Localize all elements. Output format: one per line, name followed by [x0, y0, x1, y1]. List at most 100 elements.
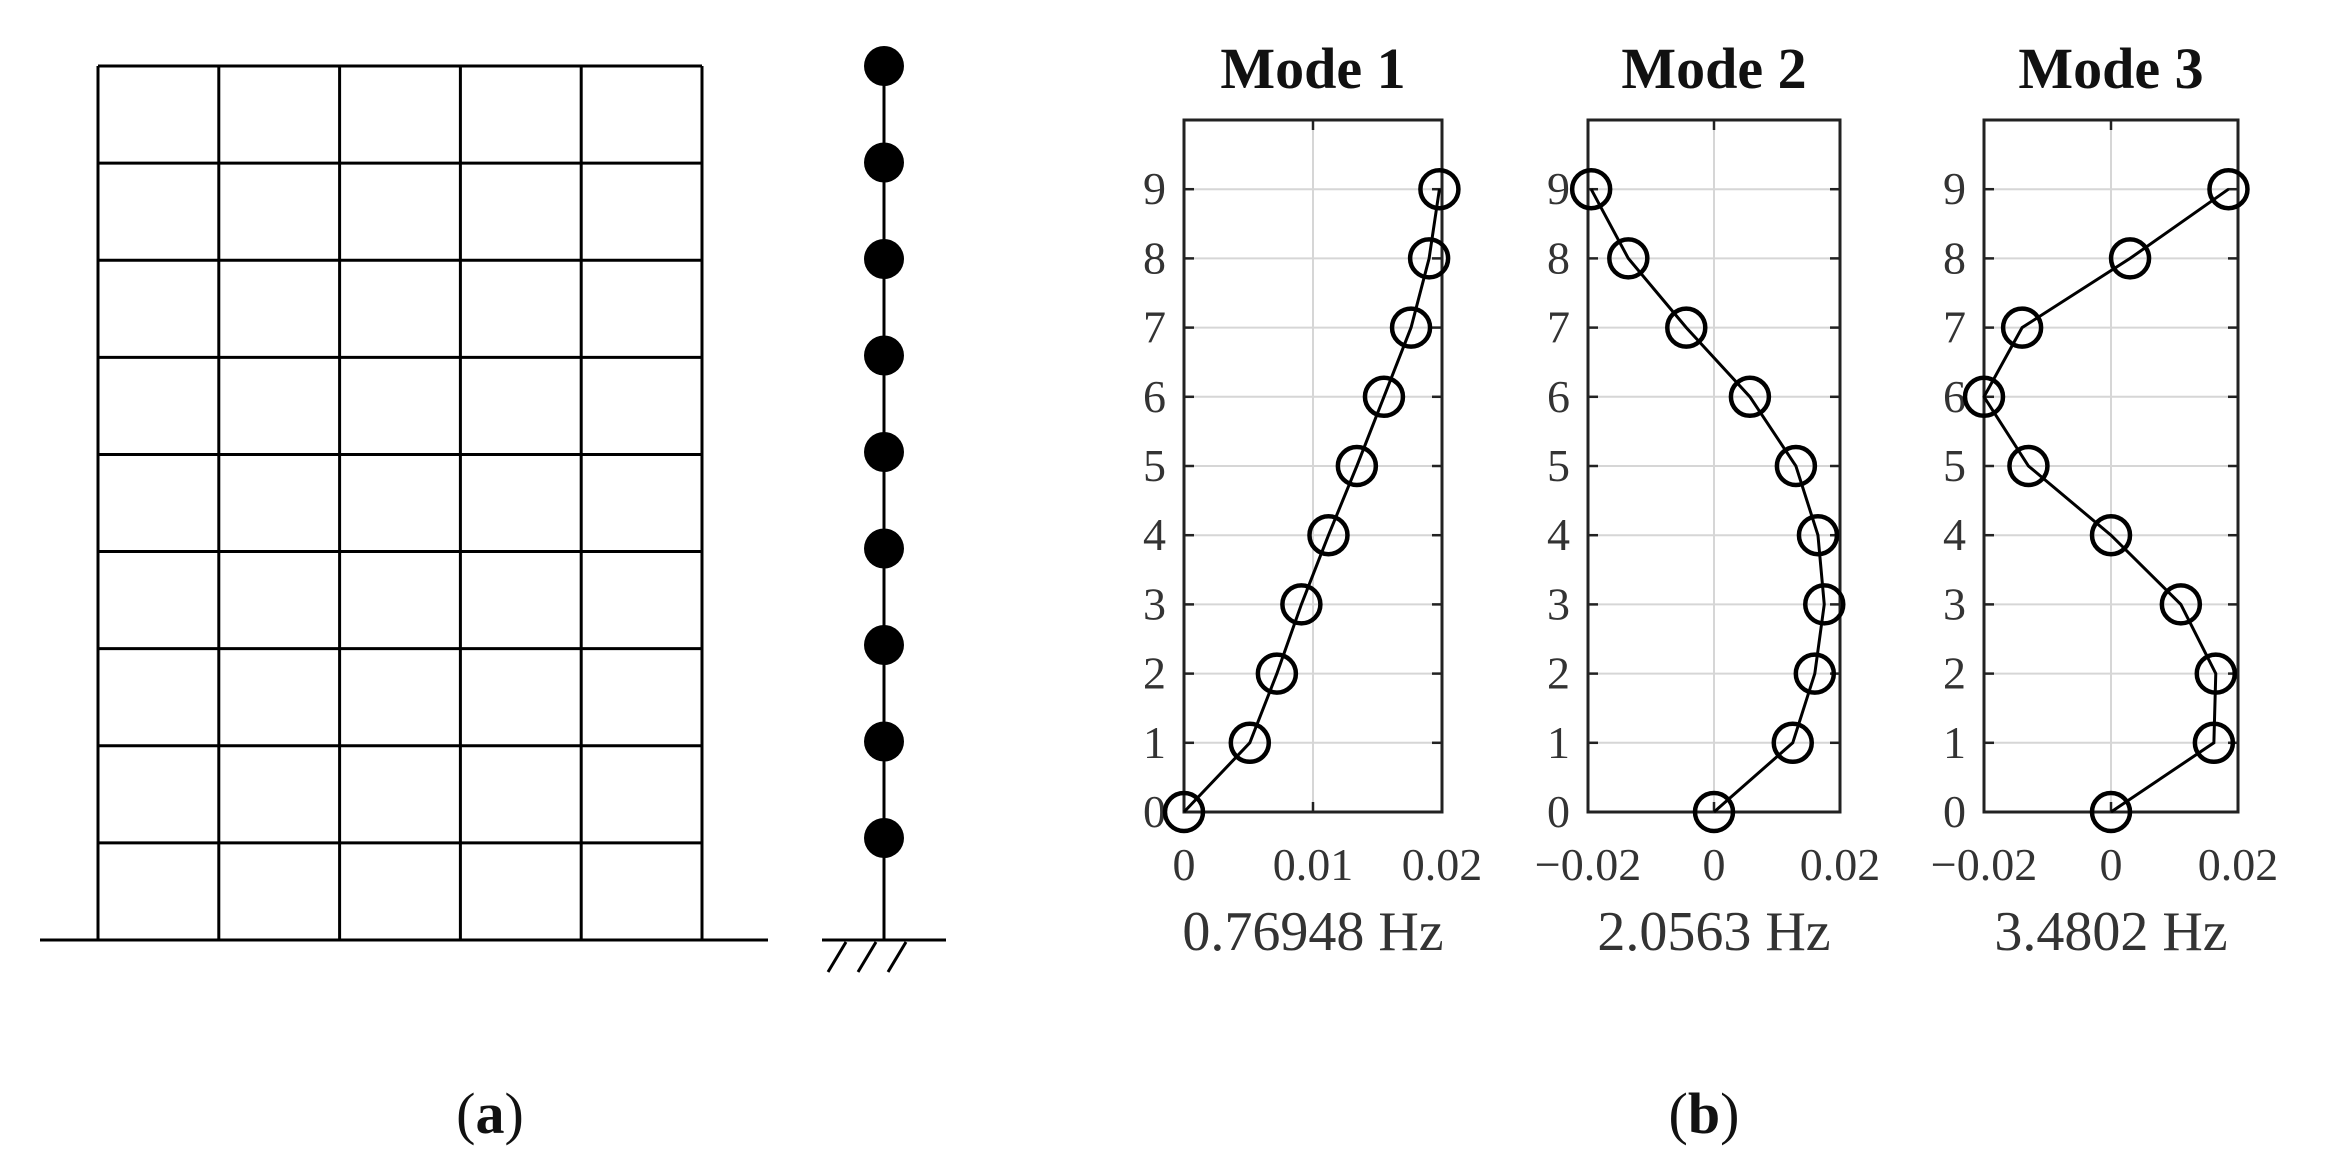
- mode-shape-point: [1774, 444, 1818, 488]
- lumped-mass-dot: [864, 239, 904, 279]
- lumped-mass-stick-model: [822, 46, 946, 973]
- mode-shape-point: [1280, 583, 1323, 626]
- y-tick-label: 4: [1143, 509, 1166, 560]
- mode-shape-point: [1307, 513, 1350, 557]
- y-tick-label: 8: [1143, 232, 1166, 283]
- mode-shape-point: [2089, 513, 2133, 557]
- y-tick-label: 0: [1143, 786, 1166, 837]
- mode-shape-point: [1665, 306, 1708, 349]
- caption-b-letter: b: [1688, 1081, 1720, 1146]
- x-tick-label: 0.02: [1402, 839, 1483, 890]
- y-tick-label: 8: [1547, 232, 1570, 283]
- y-tick-label: 4: [1943, 509, 1966, 560]
- y-tick-label: 5: [1143, 440, 1166, 491]
- y-tick-label: 7: [1943, 302, 1966, 353]
- lumped-mass-dot: [864, 335, 904, 376]
- caption-a-letter: a: [476, 1081, 505, 1146]
- y-tick-label: 8: [1943, 232, 1966, 283]
- y-tick-label: 2: [1547, 648, 1570, 699]
- frame-model-drawing: [40, 64, 768, 942]
- mode-shape-point: [2207, 167, 2250, 211]
- mode-shape-line: [1182, 188, 1441, 814]
- x-tick-label: 0.02: [2198, 839, 2279, 890]
- y-tick-label: 1: [1547, 717, 1570, 768]
- x-tick-label: −0.02: [1535, 839, 1641, 890]
- mode-shape-point: [1255, 652, 1299, 695]
- mode-shape-point: [2089, 790, 2133, 834]
- y-tick-label: 1: [1943, 717, 1966, 768]
- mode-shape-point: [1162, 790, 1206, 834]
- y-tick-label: 6: [1943, 371, 1966, 422]
- mode-shape-point: [2108, 237, 2152, 280]
- x-tick-label: 0: [1703, 839, 1726, 890]
- lumped-mass-dot: [864, 721, 904, 762]
- y-tick-label: 5: [1943, 440, 1966, 491]
- lumped-mass-dot: [864, 432, 904, 472]
- mode-shape-point: [2007, 444, 2050, 488]
- y-tick-label: 4: [1547, 509, 1570, 560]
- mode-shape-point: [1803, 583, 1846, 626]
- mode-shape-line: [1589, 188, 1826, 814]
- mode-shape-line: [1982, 187, 2230, 814]
- mode-shape-point: [2159, 583, 2203, 626]
- fixed-support-hatch: [886, 941, 908, 973]
- x-tick-label: 0: [1173, 839, 1196, 890]
- mode-1-chart: 0 1 2 3 4 5 6 7 8 9 0 0.01 0.02 Mode 1 0.76948 Hz: [1143, 36, 1482, 963]
- mode-shape-point: [2192, 721, 2236, 765]
- x-tick-label: 0: [2100, 839, 2123, 890]
- lumped-mass-dot: [864, 46, 904, 86]
- y-tick-label: 2: [1943, 648, 1966, 699]
- fixed-support-hatch: [826, 941, 848, 973]
- y-tick-label: 9: [1943, 163, 1966, 214]
- mode-shape-point: [1389, 306, 1433, 349]
- fixed-support-hatch: [856, 941, 878, 973]
- mode-shape-point: [2000, 306, 2044, 349]
- mode-shape-point: [1407, 237, 1451, 280]
- frequency-label: 3.4802 Hz: [1994, 901, 2227, 963]
- y-tick-label: 7: [1143, 302, 1166, 353]
- y-tick-label: 3: [1143, 578, 1166, 629]
- y-tick-label: 9: [1547, 163, 1570, 214]
- mode-shape-point: [1962, 375, 2006, 419]
- caption-b: (b): [1669, 1081, 1740, 1146]
- y-tick-label: 0: [1943, 786, 1966, 837]
- chart-title: Mode 2: [1621, 36, 1806, 101]
- lumped-mass-dot: [864, 528, 904, 569]
- chart-title: Mode 3: [2018, 36, 2203, 101]
- x-tick-label: 0.01: [1273, 839, 1354, 890]
- y-tick-label: 6: [1143, 371, 1166, 422]
- mode-shape-point: [1418, 167, 1461, 211]
- x-tick-label: 0.02: [1800, 839, 1881, 890]
- lumped-mass-dot: [864, 142, 904, 183]
- mode-shape-point: [1228, 721, 1272, 765]
- x-tick-label: −0.02: [1931, 839, 2037, 890]
- mode-shape-point: [1569, 167, 1613, 211]
- mode-shape-point: [1793, 652, 1837, 695]
- mode-shape-point: [1796, 513, 1840, 557]
- y-tick-label: 3: [1943, 578, 1966, 629]
- y-tick-label: 6: [1547, 371, 1570, 422]
- mode-shape-point: [1362, 375, 1406, 419]
- mode-shape-point: [1692, 790, 1736, 834]
- chart-title: Mode 1: [1220, 36, 1405, 101]
- lumped-mass-dot: [864, 818, 904, 858]
- mode-shape-charts: 0 1 2 3 4 5 6 7 8 9 0 0.01 0.02 Mode 1 0.76948 Hz 0 1 2 3 4…: [1143, 36, 2278, 963]
- mode-shape-point: [1771, 721, 1814, 765]
- y-tick-label: 3: [1547, 578, 1570, 629]
- frequency-label: 0.76948 Hz: [1182, 901, 1443, 963]
- y-tick-label: 9: [1143, 163, 1166, 214]
- lumped-mass-dot: [864, 625, 904, 665]
- y-tick-label: 5: [1547, 440, 1570, 491]
- y-tick-label: 2: [1143, 648, 1166, 699]
- mode-shape-point: [2194, 652, 2238, 695]
- mode-shape-point: [1607, 237, 1650, 280]
- mode-shape-point: [1335, 444, 1379, 488]
- y-tick-label: 1: [1143, 717, 1166, 768]
- frequency-label: 2.0563 Hz: [1597, 901, 1830, 963]
- mode-shape-point: [1728, 375, 1772, 419]
- y-tick-label: 7: [1547, 302, 1570, 353]
- y-tick-label: 0: [1547, 786, 1570, 837]
